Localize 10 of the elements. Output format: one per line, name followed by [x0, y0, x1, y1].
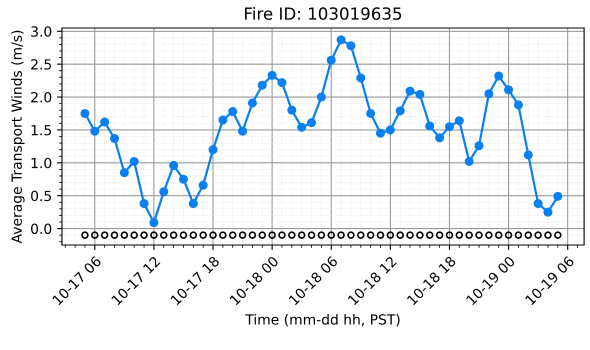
chart-title: Fire ID: 103019635: [245, 7, 402, 20]
y-tick-label: 1.0: [32, 158, 52, 168]
y-tick-label: 3.0: [31, 26, 52, 37]
y-tick-label: 1.5: [32, 125, 52, 136]
y-tick-label: 0.0: [31, 224, 52, 234]
y-tick-label: 2.5: [31, 59, 52, 70]
y-tick-label: 0.5: [31, 190, 52, 202]
y-tick-label: 2.0: [31, 92, 52, 103]
x-axis-title: Time (mm-dd hh, PST): [245, 314, 400, 326]
y-axis-title: Average Transport Winds (m/s): [11, 30, 25, 244]
